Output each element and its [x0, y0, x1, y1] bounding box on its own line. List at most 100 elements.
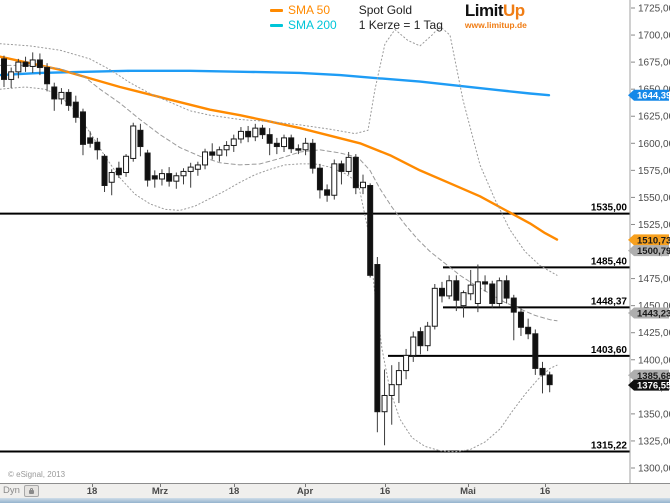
candle — [424, 321, 431, 352]
sma-200-line — [0, 69, 551, 97]
candle — [79, 108, 86, 156]
candle — [194, 161, 201, 176]
candle — [22, 56, 29, 72]
candle — [309, 138, 316, 174]
candle — [532, 329, 539, 375]
candle — [144, 149, 151, 187]
candle — [302, 137, 309, 156]
candle — [474, 264, 481, 313]
svg-text:1510,73: 1510,73 — [637, 235, 670, 246]
candle — [438, 281, 445, 303]
candle — [187, 162, 194, 188]
candle — [123, 154, 130, 177]
price-tick-label: 1425,00 — [638, 328, 670, 339]
candle — [137, 123, 144, 157]
sma200-swatch-icon — [270, 23, 283, 27]
candle — [8, 67, 15, 89]
price-tick-label: 1325,00 — [638, 436, 670, 447]
legend-item-sma200: SMA 200 — [270, 18, 337, 32]
candle — [166, 167, 173, 187]
candle — [546, 371, 553, 393]
svg-text:1443,23: 1443,23 — [637, 308, 670, 319]
svg-text:1385,68: 1385,68 — [637, 371, 670, 382]
time-tick — [160, 484, 161, 487]
legend-item-sma50: SMA 50 — [270, 3, 337, 17]
limitup-logo: LimitUp www.limitup.de — [464, 1, 527, 30]
candle — [403, 348, 410, 380]
candle — [503, 275, 510, 304]
candle — [223, 141, 230, 157]
candle — [288, 134, 295, 154]
price-tick-label: 1450,00 — [638, 301, 670, 312]
candle — [517, 307, 524, 336]
time-axis-label: Mrz — [151, 486, 169, 497]
limitup-url: www.limitup.de — [464, 20, 527, 30]
candle — [273, 137, 280, 155]
candle — [388, 365, 395, 425]
candle — [374, 256, 381, 433]
candle — [460, 290, 467, 318]
time-axis[interactable]: Dyn 18 Mrz 18 Apr 16 Mai 16 — [0, 483, 670, 498]
price-tick-label: 1675,00 — [638, 58, 670, 69]
candle — [151, 170, 158, 188]
candle — [72, 95, 79, 123]
candle — [245, 125, 252, 143]
level-label: 1448,37 — [591, 296, 628, 307]
candle — [94, 137, 101, 160]
candle — [252, 123, 259, 142]
legend-sma200-label: SMA 200 — [288, 18, 337, 32]
candle — [482, 275, 489, 292]
svg-text:1376,55: 1376,55 — [637, 381, 670, 392]
time-tick — [305, 484, 306, 487]
price-tick-label: 1525,00 — [638, 220, 670, 231]
dyn-tab[interactable]: Dyn — [3, 485, 20, 496]
sma200-price-tag: 1644,39 — [628, 89, 670, 102]
interval-label: 1 Kerze = 1 Tag — [358, 18, 443, 32]
symbol-title: Spot Gold — [358, 3, 413, 17]
time-axis-label: 18 — [228, 486, 240, 497]
indicator-price-tag: 1385,68 — [628, 369, 670, 382]
time-axis-label: 16 — [379, 486, 391, 497]
time-axis-label: Apr — [296, 486, 314, 497]
candle — [87, 131, 94, 148]
candle — [510, 294, 517, 341]
candle — [525, 318, 532, 340]
candle — [158, 169, 165, 186]
price-tick-label: 1575,00 — [638, 166, 670, 177]
candle — [36, 53, 43, 76]
price-tick-label: 1475,00 — [638, 274, 670, 285]
sma50-swatch-icon — [270, 8, 283, 12]
level-label: 1403,60 — [591, 345, 628, 356]
candle — [395, 361, 402, 404]
candle — [338, 160, 345, 185]
candle — [467, 269, 474, 301]
legend-sma50-label: SMA 50 — [288, 3, 331, 17]
candle — [381, 369, 388, 446]
candle — [345, 151, 352, 175]
candle — [44, 63, 51, 92]
limitup-logo-text: LimitUp — [464, 1, 525, 20]
svg-text:1644,39: 1644,39 — [637, 91, 670, 102]
candle — [446, 275, 453, 300]
window-resize-edge[interactable] — [0, 498, 670, 503]
lock-button[interactable] — [24, 485, 39, 497]
price-tick-label: 1725,00 — [638, 4, 670, 15]
candle — [29, 52, 36, 73]
time-axis-label: 16 — [539, 486, 551, 497]
candle — [237, 127, 244, 144]
candle — [230, 134, 237, 152]
level-label: 1315,22 — [591, 441, 628, 452]
candle — [173, 172, 180, 189]
candle — [1, 55, 7, 88]
price-tick-label: 1625,00 — [638, 112, 670, 123]
candle — [331, 159, 338, 200]
time-tick — [92, 484, 93, 487]
lock-icon — [30, 487, 33, 491]
chart-canvas[interactable]: 1535,00 1485,40 1448,37 1403,60 1315,22 1300,… — [0, 0, 670, 483]
price-tick-label: 1550,00 — [638, 193, 670, 204]
candle — [216, 146, 223, 162]
time-tick — [545, 484, 546, 487]
price-tick-label: 1350,00 — [638, 409, 670, 420]
price-tick-label: 1600,00 — [638, 139, 670, 150]
